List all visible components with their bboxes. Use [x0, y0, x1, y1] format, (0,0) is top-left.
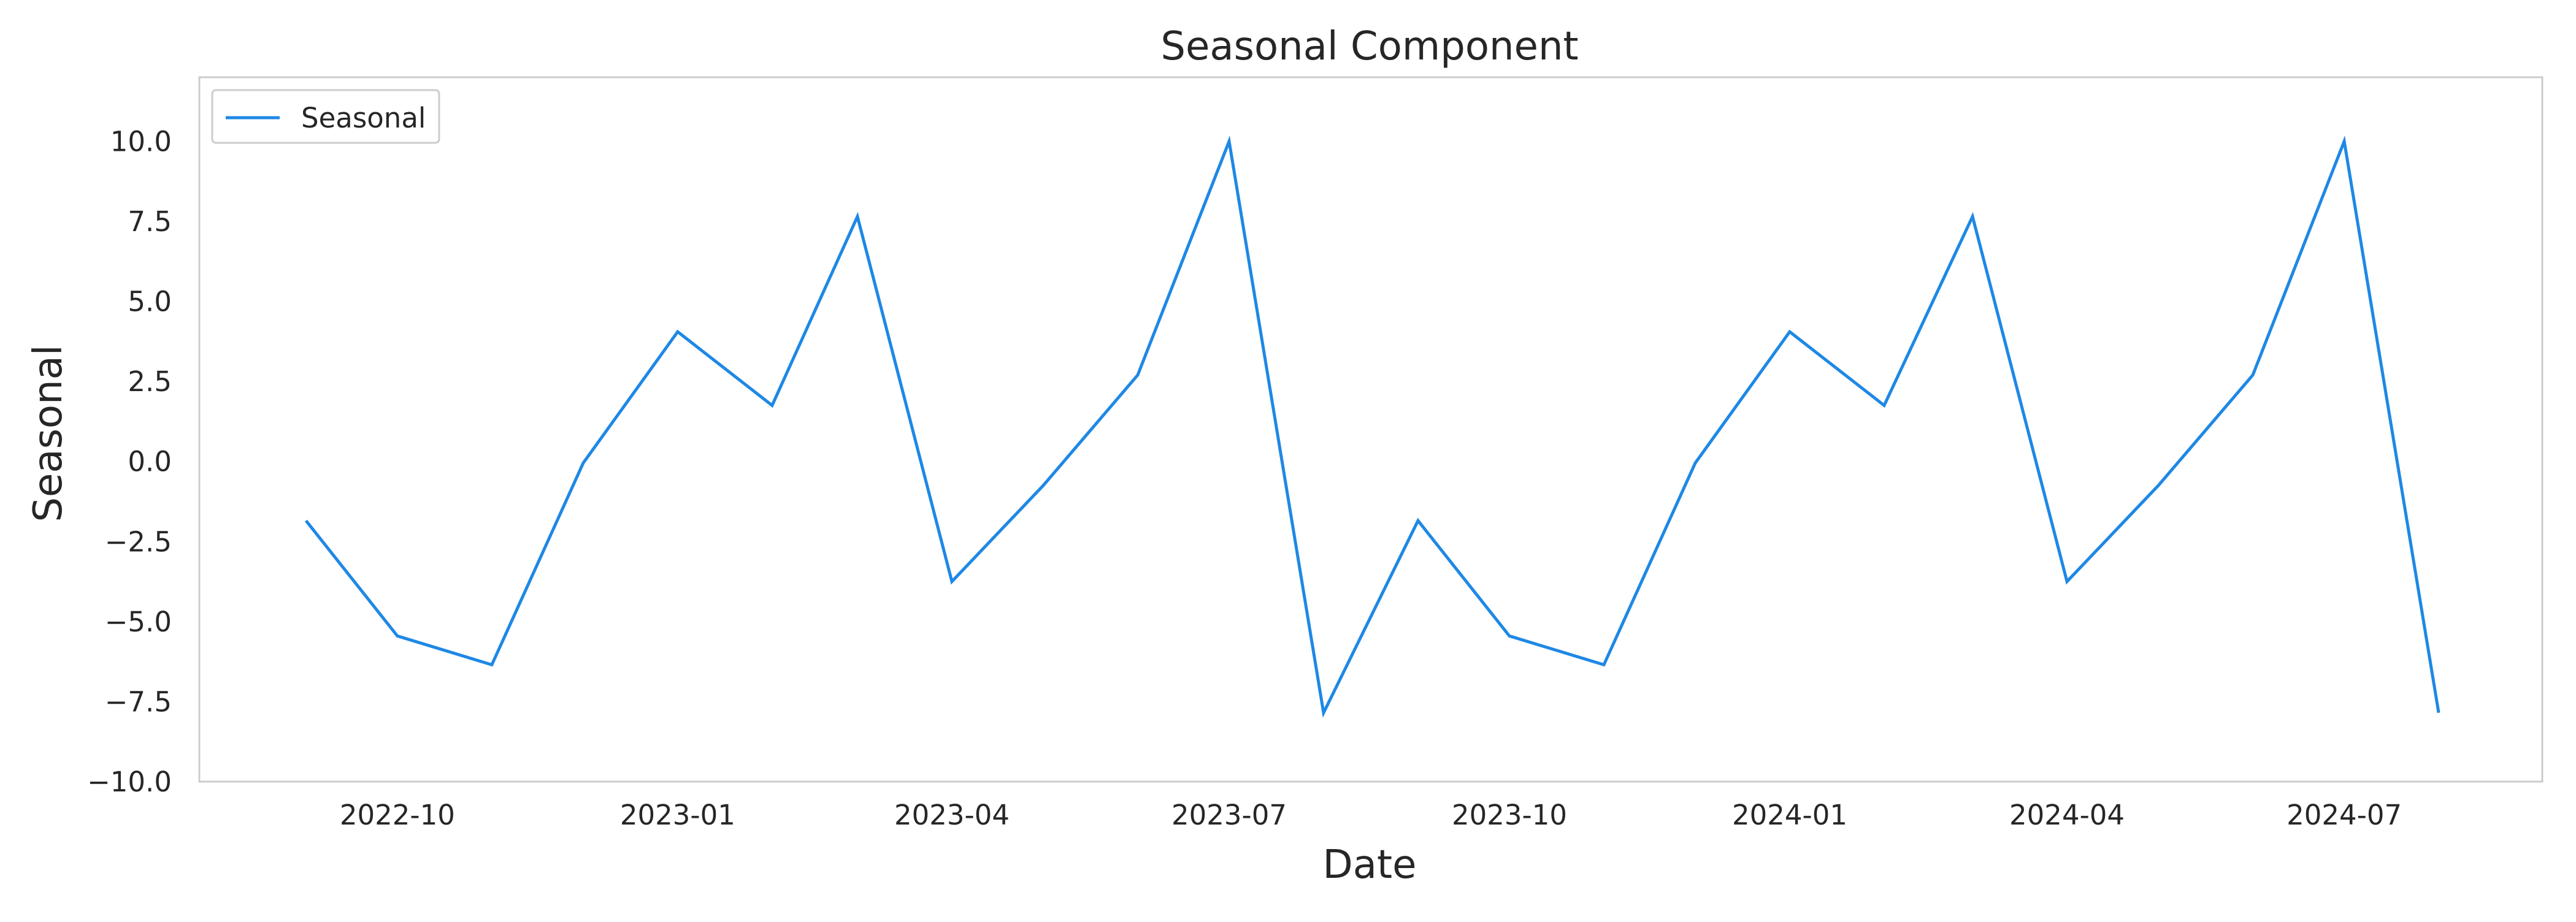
y-axis-title: Seasonal	[26, 345, 71, 522]
data-point	[1041, 484, 1045, 487]
x-tick-label: 2024-04	[2009, 799, 2125, 831]
data-point	[1416, 519, 1419, 522]
data-point	[1603, 663, 1606, 666]
data-point	[2157, 484, 2160, 487]
data-point	[1136, 373, 1139, 376]
data-point	[770, 404, 773, 407]
x-axis-title: Date	[1323, 842, 1417, 888]
y-tick-label: 0.0	[128, 446, 172, 478]
data-point	[2252, 373, 2255, 376]
data-point	[1228, 140, 1231, 143]
data-point	[304, 519, 307, 522]
y-tick-label: 7.5	[128, 205, 172, 238]
data-point	[396, 634, 399, 638]
data-point	[1322, 711, 1325, 714]
x-tick-label: 2023-10	[1452, 799, 1567, 831]
x-tick-label: 2023-01	[620, 799, 735, 831]
data-point	[2437, 711, 2440, 714]
y-tick-label: −10.0	[87, 766, 172, 798]
data-point	[1883, 404, 1886, 407]
data-point	[856, 215, 859, 218]
x-tick-label: 2024-01	[1732, 799, 1847, 831]
data-point	[2343, 140, 2346, 143]
y-tick-label: −5.0	[105, 606, 172, 638]
y-tick-label: 5.0	[128, 286, 172, 318]
data-point	[581, 462, 585, 465]
x-tick-label: 2023-07	[1171, 799, 1287, 831]
x-tick-label: 2023-04	[894, 799, 1010, 831]
data-point	[2066, 580, 2069, 583]
legend-box	[211, 89, 440, 144]
data-point	[1694, 462, 1697, 465]
y-tick-label: 2.5	[128, 365, 172, 398]
data-point	[490, 663, 493, 666]
data-point	[1971, 215, 1974, 218]
y-tick-label: 10.0	[110, 125, 172, 158]
data-point	[1788, 330, 1792, 333]
plot-area: −10.0 −7.5 −5.0 −2.5 0.0 2.5 5.0 7.5 10.0 2022-10…	[87, 76, 2543, 831]
x-tick-label: 2022-10	[340, 799, 455, 831]
plot-frame	[198, 76, 2543, 783]
y-tick-label: −7.5	[105, 685, 172, 718]
data-point	[950, 580, 953, 583]
series-line-seasonal	[304, 135, 2440, 718]
y-tick-label: −2.5	[105, 525, 172, 558]
data-point	[1508, 634, 1511, 638]
legend-label: Seasonal	[301, 102, 426, 134]
data-point	[676, 330, 679, 333]
legend: Seasonal	[211, 89, 440, 144]
chart-title: Seasonal Component	[1160, 24, 1578, 69]
x-tick-label: 2024-07	[2287, 799, 2402, 831]
